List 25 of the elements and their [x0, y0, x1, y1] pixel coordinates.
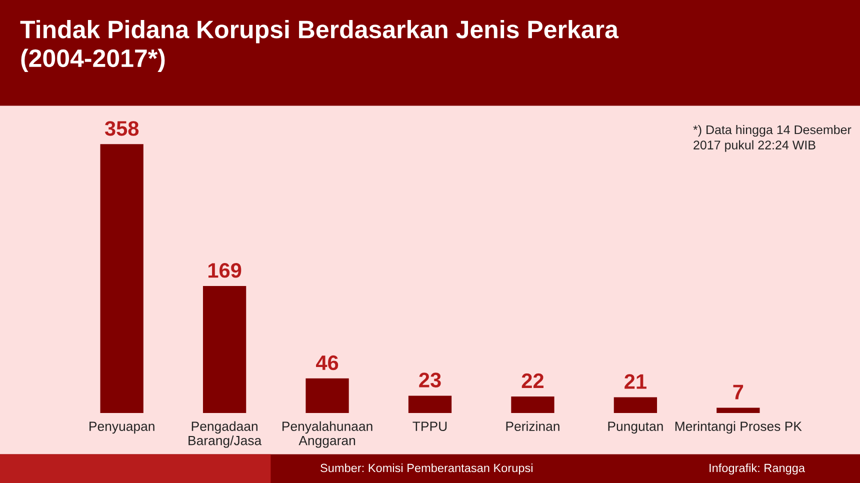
x-tick-label: TPPU: [412, 422, 447, 431]
text: Sumber: Komisi Pemberantasan Korupsi: [320, 463, 532, 475]
x-tick-label: Pungutan: [608, 422, 663, 434]
x-tick-label: Pengadaan Barang/Jasa: [188, 421, 262, 448]
bar: [511, 396, 554, 413]
bar: [408, 396, 452, 413]
x-tick-label: Penyuapan: [90, 422, 154, 434]
text: Infografik: Rangga: [710, 463, 806, 475]
data-label: 46: [316, 355, 338, 370]
x-tick-label: Merintangi Proses PK: [675, 421, 802, 434]
data-label: 358: [104, 121, 139, 136]
bar: [716, 408, 760, 413]
data-label: 23: [419, 372, 441, 388]
x-tick-label: Penyalahunaan Anggaran: [282, 421, 372, 448]
bar: [614, 397, 658, 413]
bar: [202, 286, 246, 413]
annotation: *) Data hingga 14 Desember 2017 pukul 22:24 WIB: [693, 125, 852, 152]
bar: [100, 144, 144, 413]
data-label: 22: [522, 373, 544, 388]
data-label: 169: [208, 263, 242, 278]
x-tick-label: Perizinan: [506, 421, 560, 431]
chart-title: Tindak Pidana Korupsi Berdasarkan Jenis Perkara (2004-2017*): [20, 20, 619, 72]
data-label: 21: [624, 374, 646, 389]
bar: [306, 378, 349, 413]
data-label: 7: [733, 384, 744, 400]
